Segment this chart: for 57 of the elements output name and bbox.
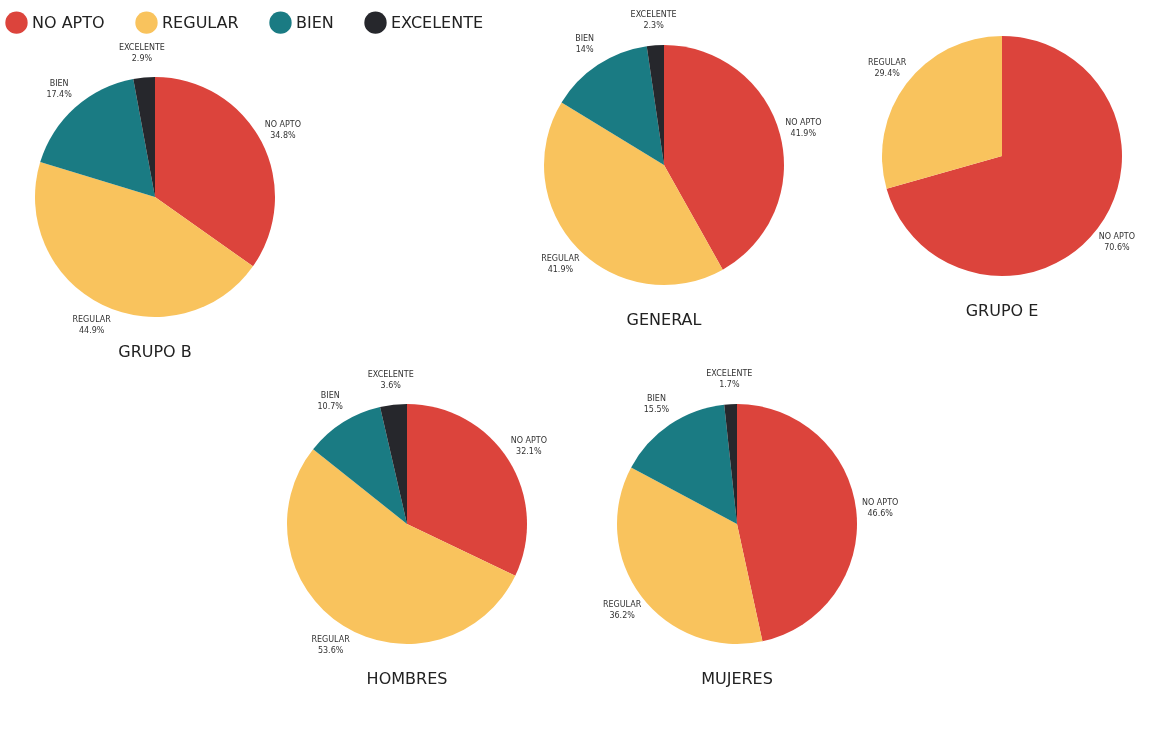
data-label: 3.6%	[380, 380, 402, 390]
pie-slice	[561, 46, 664, 165]
pie-slice	[543, 102, 723, 285]
text: GRUPO B	[117, 342, 192, 361]
legend-label: EXCELENTE	[390, 12, 483, 32]
pie-slice	[737, 404, 857, 642]
pie-slice	[631, 404, 737, 524]
data-label: 10.7%	[317, 402, 344, 412]
slice-label: NO APTO	[1098, 231, 1135, 241]
pie-slice	[646, 45, 664, 165]
data-label: 36.2%	[609, 610, 636, 620]
data-label: 46.6%	[867, 508, 894, 518]
legend-label: NO APTO	[31, 12, 105, 32]
slice-label: EXCELENTE	[367, 369, 414, 379]
data-label: 2.9%	[131, 53, 152, 63]
slice-label: REGULAR	[602, 599, 642, 609]
pie-slice	[34, 162, 253, 317]
slice-label: NO APTO	[510, 436, 547, 446]
slice-label: BIEN	[574, 33, 594, 43]
data-label: 41.9%	[790, 128, 816, 138]
slice-label: REGULAR	[311, 635, 351, 645]
slice-label: NO APTO	[784, 117, 821, 127]
pie-slice	[39, 78, 155, 197]
pie-slice	[663, 45, 784, 270]
data-label: 15.5%	[643, 404, 670, 414]
text: MUJERES	[701, 669, 773, 688]
slice-label: REGULAR	[540, 253, 580, 263]
data-label: 32.1%	[516, 447, 542, 457]
data-label: 70.6%	[1103, 242, 1130, 252]
data-label: 14%	[575, 44, 594, 54]
data-label: 17.4%	[45, 89, 72, 99]
slice-label: EXCELENTE	[630, 10, 677, 20]
text: GENERAL	[626, 310, 702, 329]
slice-label: NO APTO	[862, 497, 899, 507]
slice-label: BIEN	[320, 391, 340, 401]
slice-label: BIEN	[646, 393, 666, 403]
data-label: 41.9%	[547, 264, 573, 274]
pie-slice	[287, 449, 516, 644]
slice-label: REGULAR	[71, 315, 111, 325]
slice-label: REGULAR	[867, 58, 907, 68]
pie-slice	[313, 407, 407, 524]
slice-label: BIEN	[49, 78, 69, 88]
data-label: 44.9%	[78, 326, 105, 336]
pie-slice	[380, 404, 407, 524]
data-label: 2.3%	[642, 21, 664, 31]
slice-label: EXCELENTE	[118, 42, 165, 52]
data-label: 53.6%	[317, 646, 344, 656]
text: GRUPO E	[965, 301, 1038, 320]
data-label: 34.8%	[269, 130, 296, 140]
text: HOMBRES	[366, 669, 448, 688]
legend-label: REGULAR	[161, 12, 239, 32]
data-label: 1.7%	[719, 380, 740, 390]
pie-slice	[132, 77, 155, 197]
legend-label: BIEN	[295, 12, 334, 32]
slice-label: EXCELENTE	[706, 369, 753, 379]
slice-label: NO APTO	[264, 119, 301, 129]
data-label: 29.4%	[873, 69, 900, 79]
